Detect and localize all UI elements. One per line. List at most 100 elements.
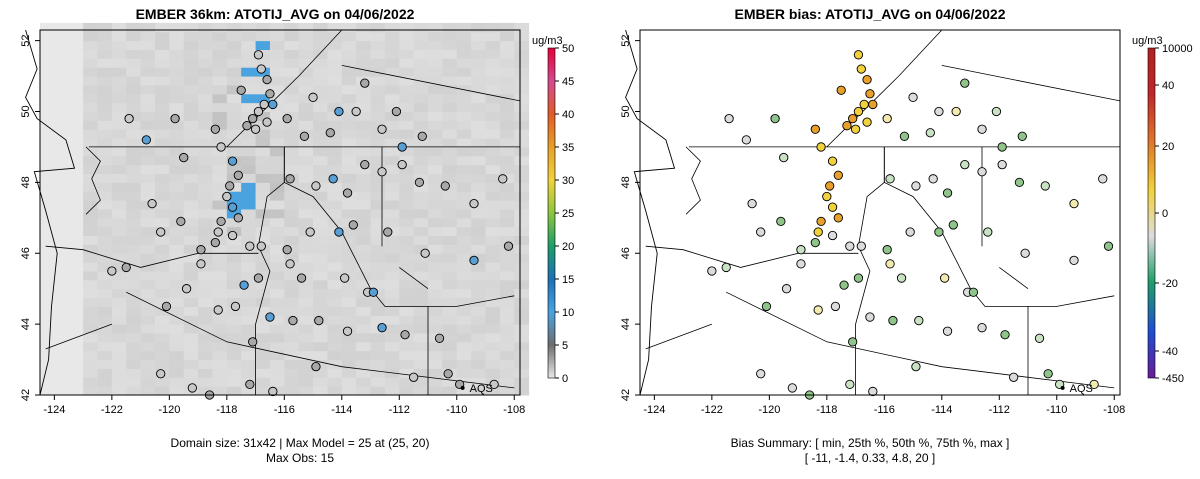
grid-cell: [327, 102, 343, 113]
grid-cell: [370, 120, 386, 130]
station-marker: [816, 216, 826, 227]
station-marker: [311, 362, 321, 372]
station-marker: [383, 227, 393, 237]
grid-cell: [97, 270, 113, 281]
grid-cell: [485, 217, 501, 228]
grid-cell: [356, 164, 372, 175]
station-marker: [960, 78, 970, 88]
grid-cell: [226, 111, 242, 121]
grid-cell: [68, 191, 84, 201]
grid-cell: [40, 164, 55, 175]
grid-cell: [356, 297, 372, 307]
grid-cell: [341, 226, 357, 237]
grid-cell: [212, 146, 228, 157]
grid-cell: [140, 332, 156, 343]
grid-cell: [212, 244, 228, 254]
grid-cell: [111, 49, 127, 59]
grid-cell: [212, 270, 228, 281]
station-marker: [848, 337, 858, 347]
grid-cell: [428, 324, 443, 334]
grid-cell: [428, 306, 443, 316]
grid-cell: [413, 120, 429, 130]
grid-cell: [327, 270, 343, 281]
grid-cell: [298, 332, 314, 343]
station-marker: [951, 106, 961, 117]
grid-cell: [54, 67, 70, 77]
grid-cell: [442, 102, 458, 113]
legend-marker: [1060, 385, 1065, 390]
station-marker: [934, 106, 944, 117]
grid-cell: [442, 253, 458, 263]
station-marker: [248, 337, 258, 347]
grid-cell: [284, 350, 300, 361]
grid-cell: [83, 200, 98, 210]
grid-cell: [226, 377, 242, 387]
grid-cell: [154, 279, 170, 290]
right-plot-area: -124 -122 -120 -118 -116 -114 -112 -110 -1084244…: [620, 29, 1125, 416]
grid-cell: [514, 138, 530, 148]
grid-cell: [499, 341, 515, 352]
grid-cell: [241, 22, 257, 33]
grid-cell: [269, 262, 285, 272]
grid-cell: [284, 49, 300, 59]
station-marker: [299, 131, 310, 141]
grid-cell: [183, 377, 199, 387]
grid-cell: [399, 377, 415, 387]
station-marker: [311, 181, 321, 191]
station-marker: [239, 280, 249, 290]
grid-cell: [40, 191, 55, 201]
grid-cell: [226, 341, 242, 352]
grid-cell: [83, 297, 98, 307]
grid-cell: [169, 315, 185, 325]
grid-cell: [413, 217, 429, 228]
grid-cell: [485, 155, 501, 166]
station-marker: [747, 198, 757, 209]
grid-cell: [183, 67, 199, 77]
grid-cell: [140, 341, 156, 352]
grid-cell: [97, 84, 113, 95]
grid-cell: [241, 58, 257, 68]
grid-cell: [471, 315, 487, 325]
grid-cell: [514, 22, 530, 33]
grid-cell: [499, 377, 515, 387]
grid-cell: [384, 58, 400, 68]
grid-cell: [499, 67, 515, 77]
grid-cell: [327, 315, 343, 325]
grid-cell: [313, 58, 328, 68]
grid-cell: [226, 84, 242, 95]
colorbar-tick-label: 20: [1162, 141, 1174, 153]
station-marker: [1020, 248, 1030, 258]
station-marker: [242, 121, 252, 131]
grid-cell: [154, 58, 170, 68]
station-marker: [253, 273, 264, 283]
grid-cell: [370, 244, 386, 254]
y-tick-label: 44: [20, 318, 32, 330]
station-marker: [342, 326, 353, 336]
station-marker: [253, 106, 264, 117]
grid-cell: [226, 235, 242, 245]
grid-cell: [341, 359, 357, 369]
grid-cell: [198, 146, 213, 157]
grid-cell: [284, 208, 300, 219]
grid-cell: [212, 49, 228, 59]
grid-cell: [126, 253, 142, 263]
grid-cell: [370, 226, 386, 237]
grid-cell: [111, 84, 127, 95]
grid-cell: [126, 226, 142, 237]
grid-cell: [499, 40, 515, 50]
grid-cell: [456, 341, 472, 352]
grid-cell: [428, 155, 443, 166]
grid-cell: [456, 226, 472, 237]
grid-cell: [198, 129, 213, 139]
grid-cell: [370, 262, 386, 272]
grid-cell: [198, 253, 213, 263]
grid-cell: [154, 93, 170, 104]
grid-cell: [83, 350, 98, 361]
grid-cell: [442, 40, 458, 50]
grid-cell: [169, 191, 185, 201]
grid-cell: [341, 315, 357, 325]
station-marker: [845, 379, 855, 390]
station-marker: [830, 301, 841, 312]
grid-cell: [370, 146, 386, 157]
